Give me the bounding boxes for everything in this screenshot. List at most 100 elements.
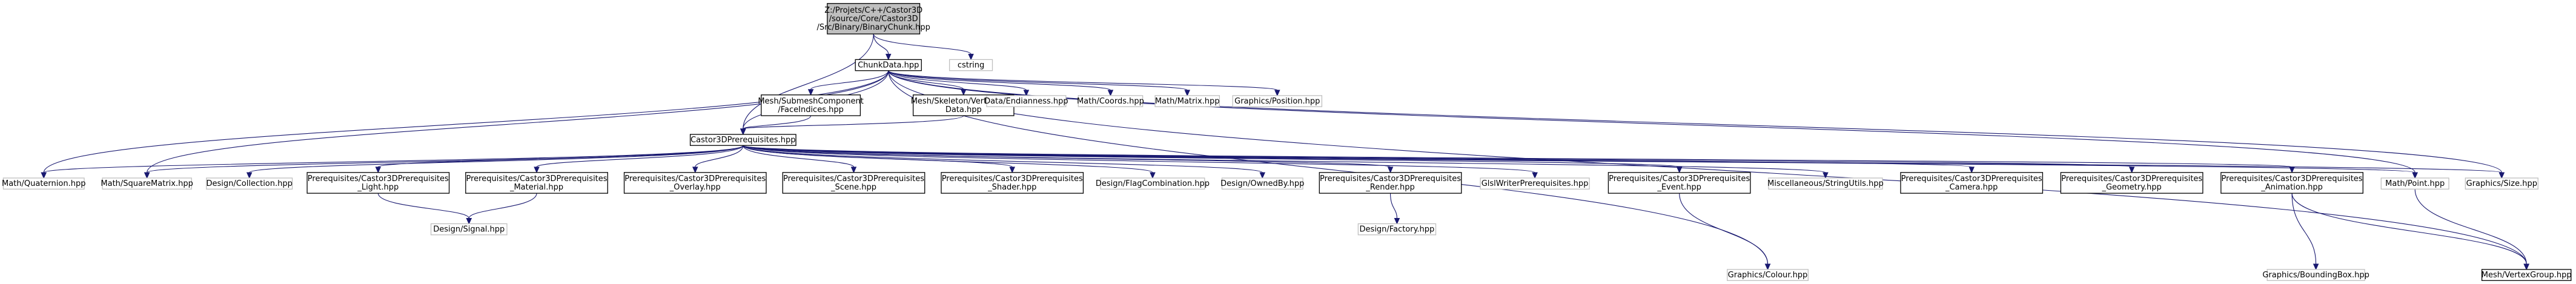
node-prereqrender[interactable]: Prerequisites/Castor3DPrerequisites_Rend…: [1319, 172, 1462, 194]
node-label-prereqmaterial-line-1: _Material.hpp: [509, 183, 563, 192]
edge-prereqrender-to-factory: [1389, 193, 1400, 225]
edge-prereqmaterial-to-signal: [466, 193, 537, 225]
node-prereqevent[interactable]: Prerequisites/Castor3DPrerequisites_Even…: [1608, 172, 1751, 194]
node-label-prereqscene-line-1: _Scene.hpp: [830, 183, 876, 192]
edge-castor3dprereq-to-quaternion: [41, 145, 744, 179]
node-prereqlight[interactable]: Prerequisites/Castor3DPrerequisites_Ligh…: [306, 172, 450, 194]
node-label-chunkdata-line-0: ChunkData.hpp: [858, 61, 919, 70]
edge-castor3dprereq-to-prereqevent: [743, 145, 1683, 174]
node-label-cstring-line-0: cstring: [958, 61, 984, 70]
node-coords: Math/Coords.hpp: [1077, 95, 1144, 107]
node-squarematrix: Math/SquareMatrix.hpp: [101, 177, 193, 190]
edge-prereqevent-to-colour: [1679, 193, 1771, 271]
node-label-position-line-0: Graphics/Position.hpp: [1234, 97, 1320, 106]
node-label-signal-line-0: Design/Signal.hpp: [433, 225, 505, 234]
node-label-prereqevent-line-1: _Event.hpp: [1657, 183, 1701, 192]
node-label-prereqanimation-line-1: _Animation.hpp: [2260, 183, 2323, 192]
node-prereqanimation[interactable]: Prerequisites/Castor3DPrerequisites_Anim…: [2220, 172, 2363, 194]
edge-prereqanimation-to-boundingbox: [2291, 193, 2319, 271]
node-label-prereqgeometry-line-1: _Geometry.hpp: [2101, 183, 2161, 192]
node-label-prereqcamera-line-1: _Camera.hpp: [1945, 183, 1998, 192]
node-label-prereqoverlay-line-1: _Overlay.hpp: [669, 183, 721, 192]
edge-skeletonvertexbone-to-castor3dprereq: [740, 115, 964, 136]
node-label-prereqlight-line-1: _Light.hpp: [357, 183, 399, 192]
node-chunkdata[interactable]: ChunkData.hpp: [855, 59, 922, 71]
node-point: Math/Point.hpp: [2380, 177, 2449, 190]
edge-point-to-vertexgroup: [2414, 189, 2529, 271]
edge-castor3dprereq-to-prereqmaterial: [534, 145, 744, 174]
node-prereqmaterial[interactable]: Prerequisites/Castor3DPrerequisites_Mate…: [465, 172, 608, 194]
node-label-binarychunk-line-2: /Src/Binary/BinaryChunk.hpp: [817, 23, 930, 32]
node-label-ownedby-line-0: Design/OwnedBy.hpp: [1220, 179, 1304, 188]
node-label-facetindices-line-1: /FaceIndices.hpp: [778, 105, 844, 114]
edge-castor3dprereq-to-stringutils: [743, 145, 1829, 179]
node-label-stringutils-line-0: Miscellaneous/StringUtils.hpp: [1767, 179, 1884, 188]
node-label-facetindices-line-0: Mesh/SubmeshComponent: [758, 97, 864, 106]
node-boundingbox: Graphics/BoundingBox.hpp: [2262, 269, 2369, 281]
node-label-prereqoverlay-line-0: Prerequisites/Castor3DPrerequisites: [624, 174, 766, 183]
node-label-prereqshader-line-1: _Shader.hpp: [987, 183, 1036, 192]
node-label-point-line-0: Math/Point.hpp: [2385, 179, 2445, 188]
node-prereqoverlay[interactable]: Prerequisites/Castor3DPrerequisites_Over…: [623, 172, 767, 194]
edge-castor3dprereq-to-prereqoverlay: [692, 145, 744, 174]
node-label-prereqgeometry-line-0: Prerequisites/Castor3DPrerequisites: [2061, 174, 2202, 183]
node-label-binarychunk-line-1: /source/Core/Castor3D: [829, 15, 918, 24]
node-flagcombination: Design/FlagCombination.hpp: [1096, 177, 1210, 190]
edge-chunkdata-to-position: [888, 70, 1280, 97]
node-label-endianness-line-0: Data/Endianness.hpp: [984, 97, 1068, 106]
node-stringutils: Miscellaneous/StringUtils.hpp: [1767, 177, 1884, 190]
node-quaternion: Math/Quaternion.hpp: [2, 177, 85, 190]
node-label-prereqanimation-line-0: Prerequisites/Castor3DPrerequisites: [2222, 174, 2363, 183]
node-label-colour-line-0: Graphics/Colour.hpp: [1728, 271, 1808, 280]
node-prereqcamera[interactable]: Prerequisites/Castor3DPrerequisites_Came…: [1900, 172, 2044, 194]
node-label-vertexgroup-line-0: Mesh/VertexGroup.hpp: [2482, 271, 2572, 280]
node-ownedby: Design/OwnedBy.hpp: [1220, 177, 1304, 190]
node-label-quaternion-line-0: Math/Quaternion.hpp: [2, 179, 85, 188]
edge-castor3dprereq-to-flagcombination: [743, 145, 1156, 179]
edge-binarychunk-to-cstring: [873, 33, 974, 61]
node-label-size-line-0: Graphics/Size.hpp: [2466, 179, 2537, 188]
edge-chunkdata-to-facetindices: [807, 70, 889, 96]
edge-castor3dprereq-to-prereqlight: [375, 145, 744, 174]
node-position: Graphics/Position.hpp: [1232, 95, 1323, 107]
node-label-flagcombination-line-0: Design/FlagCombination.hpp: [1096, 179, 1210, 188]
edge-castor3dprereq-to-prereqgeometry: [743, 145, 2135, 174]
edge-chunkdata-to-matrix: [888, 70, 1190, 97]
node-label-factory-line-0: Design/Factory.hpp: [1360, 225, 1435, 234]
node-binarychunk[interactable]: Z:/Projets/C++/Castor3D/source/Core/Cast…: [817, 3, 930, 35]
node-glslwriter: GlslWriterPrerequisites.hpp: [1480, 177, 1590, 190]
edge-castor3dprereq-to-glslwriter: [743, 145, 1538, 179]
node-label-prereqscene-line-0: Prerequisites/Castor3DPrerequisites: [783, 174, 924, 183]
edge-castor3dprereq-to-ownedby: [743, 145, 1266, 179]
node-castor3dprereq[interactable]: Castor3DPrerequisites.hpp: [689, 134, 796, 146]
node-vertexgroup[interactable]: Mesh/VertexGroup.hpp: [2482, 269, 2572, 281]
node-matrix: Math/Matrix.hpp: [1154, 95, 1220, 107]
node-size: Graphics/Size.hpp: [2465, 177, 2538, 190]
node-prereqscene[interactable]: Prerequisites/Castor3DPrerequisites_Scen…: [782, 172, 925, 194]
edge-binarychunk-to-chunkdata: [873, 34, 892, 61]
edge-prereqlight-to-signal: [377, 193, 472, 225]
node-label-castor3dprereq-line-0: Castor3DPrerequisites.hpp: [690, 136, 795, 145]
node-label-boundingbox-line-0: Graphics/BoundingBox.hpp: [2262, 271, 2369, 280]
node-label-prereqrender-line-0: Prerequisites/Castor3DPrerequisites: [1320, 174, 1461, 183]
node-label-matrix-line-0: Math/Matrix.hpp: [1155, 97, 1220, 106]
edge-chunkdata-to-endianness: [888, 70, 1030, 97]
edge-chunkdata-to-coords: [888, 70, 1114, 97]
node-label-prereqcamera-line-0: Prerequisites/Castor3DPrerequisites: [1901, 174, 2042, 183]
node-factory: Design/Factory.hpp: [1357, 223, 1437, 236]
node-prereqshader[interactable]: Prerequisites/Castor3DPrerequisites_Shad…: [941, 172, 1084, 194]
node-label-prereqrender-line-1: _Render.hpp: [1365, 183, 1414, 192]
node-label-glslwriter-line-0: GlslWriterPrerequisites.hpp: [1482, 179, 1589, 188]
node-label-collection-line-0: Design/Collection.hpp: [206, 179, 292, 188]
node-label-skeletonvertexbone-line-1: Data.hpp: [945, 105, 982, 114]
node-prereqgeometry[interactable]: Prerequisites/Castor3DPrerequisites_Geom…: [2060, 172, 2204, 194]
node-endianness: Data/Endianness.hpp: [984, 95, 1068, 107]
node-label-squarematrix-line-0: Math/SquareMatrix.hpp: [101, 179, 193, 188]
node-collection: Design/Collection.hpp: [206, 177, 293, 190]
node-label-prereqmaterial-line-0: Prerequisites/Castor3DPrerequisites: [466, 174, 608, 183]
node-cstring: cstring: [949, 59, 993, 71]
node-signal: Design/Signal.hpp: [430, 223, 508, 236]
node-facetindices[interactable]: Mesh/SubmeshComponent/FaceIndices.hpp: [758, 94, 864, 116]
edge-castor3dprereq-to-prereqscene: [743, 145, 857, 174]
